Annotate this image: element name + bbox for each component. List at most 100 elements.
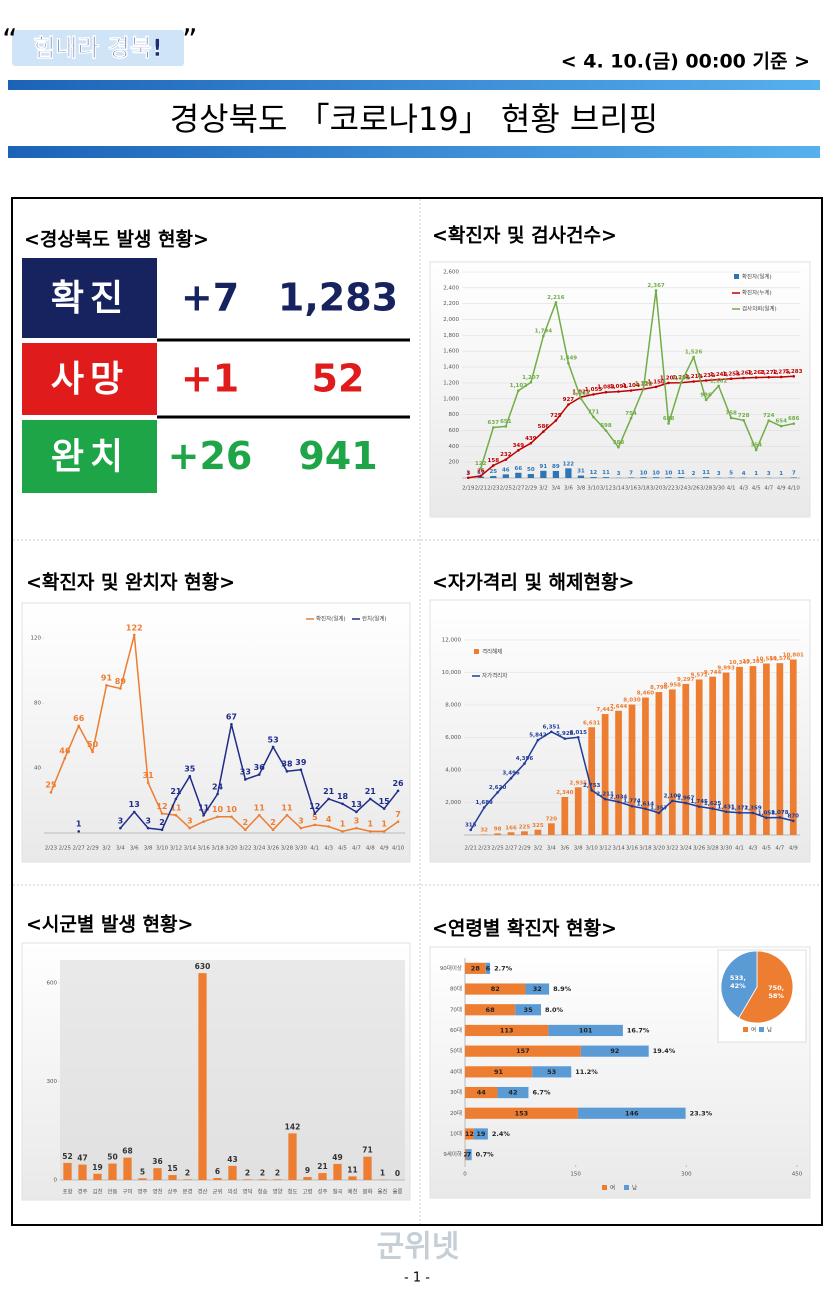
data-label: 10 [665,470,673,476]
x-tick-label: 3/8 [576,486,585,492]
bar [480,834,488,835]
data-label: 11 [702,470,710,476]
data-label: 4,396 [516,756,534,762]
data-label: 89 [552,464,560,470]
x-tick-label: 3/20 [650,486,663,492]
point [629,416,633,420]
legend-swatch [602,1185,607,1190]
data-label: 11 [198,803,210,812]
point [355,810,358,814]
point [504,458,508,461]
point [91,750,94,754]
bar [123,1157,132,1180]
point [63,757,67,760]
bar [552,470,560,478]
panel-title: <자가격리 및 해제현황> [432,571,634,594]
data-label: 1 [367,820,373,829]
data-label: 1,218 [685,374,703,380]
point [174,797,178,801]
data-label: 1 [340,820,346,829]
point [285,813,289,817]
point [738,811,741,815]
data-label: 2 [275,1168,280,1177]
point [742,419,745,422]
point [496,791,499,794]
data-label: 35 [524,1006,534,1014]
data-label: 91 [101,674,113,683]
point [717,384,720,388]
point [327,797,330,801]
bar [548,823,555,835]
data-label: 728 [738,413,750,419]
bar [93,1173,102,1180]
data-label: 6 [215,1167,220,1176]
bar-segment [485,962,491,974]
data-label: 38 [281,760,293,769]
legend-label: 남 [767,1026,772,1034]
x-tick-label: 청송 [257,1188,267,1196]
x-tick-label: 4/8 [366,846,375,852]
point [667,422,670,425]
point [550,730,553,734]
bar [228,1165,237,1180]
y-tick-label: 120 [31,636,42,642]
x-tick-label: 문경 [182,1189,192,1196]
data-label: 1,275 [773,370,791,376]
data-label: 586 [538,424,550,430]
x-tick-label: 3/20 [225,846,238,852]
row-label: 확진 [51,278,129,319]
data-label: 1,078 [771,810,789,816]
bar [258,1179,267,1180]
point [313,812,317,815]
point [77,830,81,833]
data-label: 927 [563,397,575,403]
x-tick-label: 4/1 [310,846,319,852]
data-label: 10,554 [756,657,777,663]
total: 941 [298,434,377,478]
legend-swatch [474,649,479,654]
x-tick-label: 3/22 [666,846,678,852]
bar [183,1179,192,1180]
data-label: 12 [465,1130,474,1138]
title: 경상북도 「코로나19」 현황 브리핑 [170,100,659,138]
x-tick-label: 2/29 [518,846,531,852]
data-label: 2 [245,1168,250,1177]
data-label: 39 [295,758,307,767]
rule [8,146,820,158]
bar [490,476,497,478]
data-label: 7 [395,810,401,819]
data-label: 1,207 [522,375,540,381]
data-label: 1,272 [760,370,778,376]
bar [790,477,797,478]
x-tick-label: 2/29 [525,486,538,492]
y-tick-label: 0 [54,1178,58,1184]
data-label: 31 [577,469,585,475]
point [119,687,122,690]
y-tick-label: 12,000 [442,638,462,644]
bar [590,477,597,478]
point [504,425,508,428]
data-label: 225 [519,824,531,830]
bar [521,831,528,835]
data-label: 1,150 [647,379,665,385]
x-tick-label: 3/16 [197,846,210,852]
data-label: 25 [45,781,57,790]
y-tick-label: 80대 [450,985,462,993]
bar-segment [465,983,526,995]
data-label: 3 [298,816,304,825]
legend-label: 확진자(일계) [316,615,346,623]
share-label: 19.4% [653,1047,676,1055]
data-label: 122 [563,461,575,467]
legend-label: 검사의뢰(일계) [742,305,777,313]
data-label: 11 [677,470,685,476]
data-label: 26 [392,779,404,788]
share-label: 0.7% [476,1151,495,1159]
x-tick-label: 구미 [122,1188,132,1196]
point [216,815,219,819]
data-label: 5,842 [529,733,547,739]
data-label: 1,283 [785,369,803,375]
point [299,826,303,830]
x-tick-label: 경주 [77,1189,87,1196]
data-label: 15 [167,1164,177,1173]
point [554,419,558,422]
